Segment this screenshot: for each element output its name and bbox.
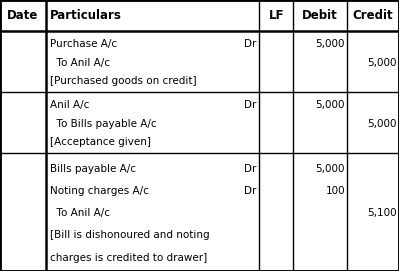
Text: [Bill is dishonoured and noting: [Bill is dishonoured and noting: [50, 230, 209, 240]
Text: [Acceptance given]: [Acceptance given]: [50, 137, 151, 147]
Text: [Purchased goods on credit]: [Purchased goods on credit]: [50, 76, 197, 86]
Text: Noting charges A/c: Noting charges A/c: [50, 186, 149, 196]
Text: LF: LF: [269, 9, 284, 22]
Text: 100: 100: [326, 186, 345, 196]
Text: 5,100: 5,100: [367, 208, 397, 218]
Text: Particulars: Particulars: [50, 9, 122, 22]
Text: Debit: Debit: [302, 9, 338, 22]
Text: Dr: Dr: [244, 164, 256, 174]
Text: 5,000: 5,000: [316, 100, 345, 110]
Text: Date: Date: [7, 9, 39, 22]
Text: Bills payable A/c: Bills payable A/c: [50, 164, 136, 174]
Text: Dr: Dr: [244, 100, 256, 110]
Text: To Anil A/c: To Anil A/c: [50, 57, 110, 67]
Text: 5,000: 5,000: [367, 57, 397, 67]
Text: charges is credited to drawer]: charges is credited to drawer]: [50, 253, 207, 263]
Text: 5,000: 5,000: [316, 164, 345, 174]
Text: Credit: Credit: [353, 9, 393, 22]
Text: Dr: Dr: [244, 39, 256, 49]
Text: To Anil A/c: To Anil A/c: [50, 208, 110, 218]
Text: Purchase A/c: Purchase A/c: [50, 39, 117, 49]
Text: 5,000: 5,000: [367, 118, 397, 128]
Text: To Bills payable A/c: To Bills payable A/c: [50, 118, 156, 128]
Text: Dr: Dr: [244, 186, 256, 196]
Text: Anil A/c: Anil A/c: [50, 100, 89, 110]
Text: 5,000: 5,000: [316, 39, 345, 49]
